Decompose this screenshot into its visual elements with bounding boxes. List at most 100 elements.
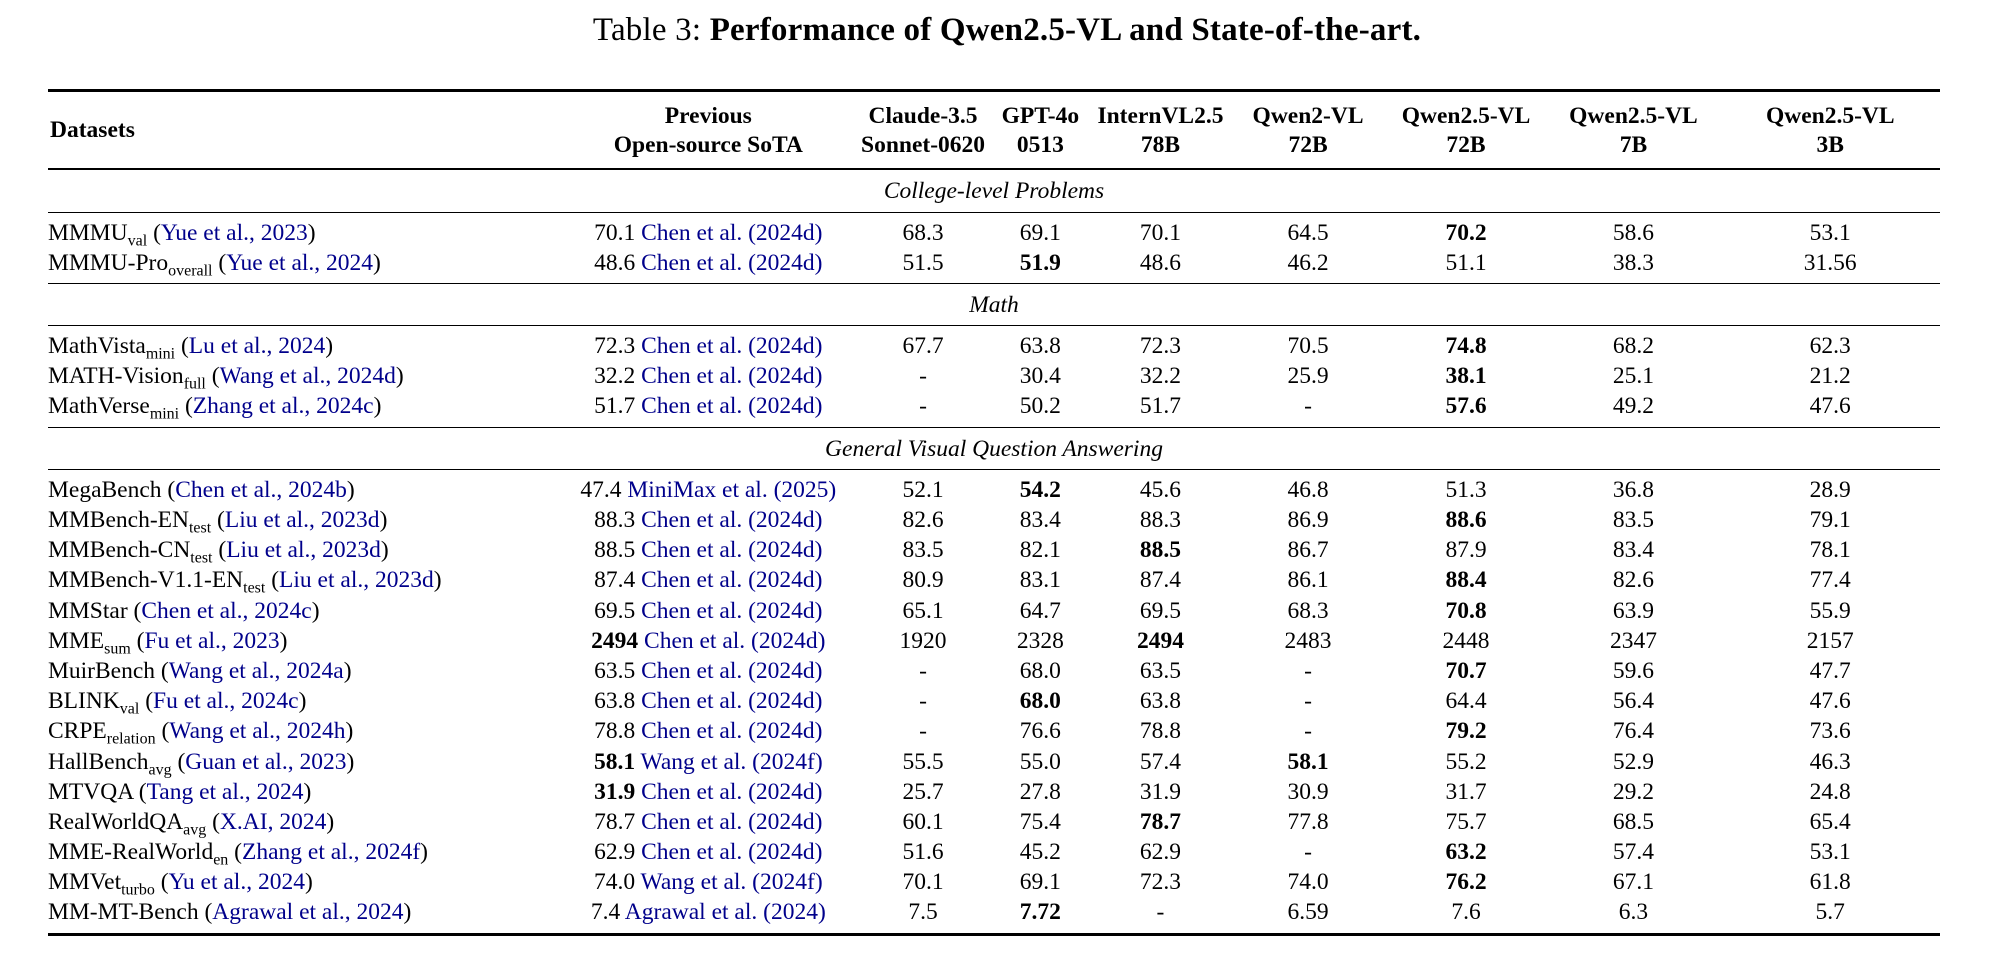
metric-value: 2347 [1609,627,1657,654]
dataset-citation-link[interactable]: Wang et al., 2024a [168,657,344,684]
dataset-name: MMBench-EN [48,507,189,533]
dataset-citation-link[interactable]: Chen et al., 2024b [175,476,347,503]
metric-value: 68.2 [1612,333,1655,360]
dataset-name: MTVQA [48,778,133,805]
sota-citation-link[interactable]: Chen et al. (2024d) [641,597,823,624]
sota-citation-link[interactable]: Chen et al. (2024d) [641,363,823,390]
dataset-name: MATH-Vision [48,363,184,390]
dataset-citation-link[interactable]: Chen et al., 2024c [141,597,312,624]
dataset-name: MMMU-Pro [48,249,169,276]
dataset-cell: RealWorldQAavg (X.AI, 2024) [48,808,335,839]
sota-citation-link[interactable]: Chen et al. (2024d) [641,778,823,805]
sota-value: 88.5 [594,537,636,564]
dataset-cell: MMMUval (Yue et al., 2023) [48,219,316,250]
metric-value: 64.7 [1019,597,1061,624]
table-row: CRPErelation (Wang et al., 2024h) 78.8 Ch… [48,716,1940,747]
metric-value: 25.9 [1287,363,1329,390]
dataset-citation-link[interactable]: Guan et al., 2023 [185,748,347,775]
dataset-cell: MathVersemini (Zhang et al., 2024c) [48,393,382,424]
sota-value: 2494 [591,627,639,654]
metric-value: 86.9 [1287,507,1329,533]
dataset-citation-link[interactable]: Tang et al., 2024 [146,778,304,805]
sota-citation-link[interactable]: Chen et al. (2024d) [641,808,823,835]
section-row: Math [48,282,1940,327]
metric-value: 76.2 [1445,869,1487,896]
table-row: HallBenchavg (Guan et al., 2023) 58.1 Wan… [48,747,1940,778]
table-row: RealWorldQAavg (X.AI, 2024) 78.7 Chen et … [48,807,1940,839]
metric-value: 59.6 [1612,657,1655,684]
dataset-citation-link[interactable]: Zhang et al., 2024f [241,839,421,866]
metric-value: 7.6 [1451,899,1481,926]
metric-value: 36.8 [1612,476,1655,503]
sota-citation-link[interactable]: Chen et al. (2024d) [641,688,823,715]
sota-value: 78.7 [594,808,636,835]
metric-value: 55.9 [1809,597,1851,624]
sota-cell: 69.5 Chen et al. (2024d) [561,596,856,626]
metric-value: 31.56 [1803,249,1857,276]
sota-citation-link[interactable]: Chen et al. (2024d) [641,219,823,246]
sota-citation-link[interactable]: Wang et al. (2024f) [640,869,823,896]
sota-citation-link[interactable]: MiniMax et al. (2025) [627,476,837,503]
dataset-cell: MMMU-Prooverall (Yue et al., 2024) [48,249,381,280]
dataset-cell: MME-RealWorlden (Zhang et al., 2024f) [48,839,428,869]
dataset-citation-link[interactable]: Lu et al., 2024 [188,333,326,360]
sota-cell: 87.4 Chen et al. (2024d) [561,565,856,595]
metric-value: 74.8 [1445,333,1487,360]
metric-value: 55.0 [1019,748,1061,775]
dataset-name: MME [48,627,105,654]
sota-cell: 51.7 Chen et al. (2024d) [561,391,856,427]
sota-citation-link[interactable]: Chen et al. (2024d) [641,507,823,533]
dataset-citation-link[interactable]: Yue et al., 2023 [160,219,308,246]
dataset-citation-link[interactable]: Yu et al., 2024 [168,869,305,896]
sota-citation-link[interactable]: Chen et al. (2024d) [641,718,823,745]
section-header: General Visual Question Answering [48,426,1940,470]
sota-value: 51.7 [594,393,636,420]
metric-value: 29.2 [1612,778,1655,805]
sota-citation-link[interactable]: Wang et al. (2024f) [640,748,823,775]
metric-value: - [919,688,927,715]
table-row: MMEsum (Fu et al., 2023) 2494 Chen et al.… [48,626,1940,657]
metric-value: 47.7 [1809,657,1851,684]
sota-citation-link[interactable]: Chen et al. (2024d) [641,249,823,276]
dataset-citation-link[interactable]: Fu et al., 2023 [144,627,280,654]
sota-citation-link[interactable]: Chen et al. (2024d) [641,839,823,866]
dataset-cell: MTVQA (Tang et al., 2024) [48,778,312,805]
dataset-subscript: val [127,232,148,250]
metric-value: 50.2 [1019,393,1061,420]
sota-citation-link[interactable]: Chen et al. (2024d) [644,627,826,654]
dataset-citation-link[interactable]: Liu et al., 2023d [224,507,380,533]
dataset-citation-link[interactable]: Agrawal et al., 2024 [212,899,404,926]
sota-citation-link[interactable]: Chen et al. (2024d) [641,333,823,360]
metric-value: 25.1 [1612,363,1655,390]
metric-value: 52.1 [902,476,944,503]
dataset-cell: MMBench-ENtest (Liu et al., 2023d) [48,507,388,537]
dataset-citation-link[interactable]: Yue et al., 2024 [226,249,374,276]
sota-citation-link[interactable]: Chen et al. (2024d) [641,657,823,684]
dataset-citation-link[interactable]: Zhang et al., 2024c [192,393,374,420]
dataset-citation-link[interactable]: Wang et al., 2024d [219,363,396,390]
sota-citation-link[interactable]: Chen et al. (2024d) [641,393,823,420]
metric-value: 83.5 [902,537,944,564]
metric-value: - [919,718,927,745]
metric-value: 2448 [1442,627,1490,654]
dataset-citation-link[interactable]: X.AI, 2024 [219,808,327,835]
metric-value: 2328 [1016,627,1064,654]
sota-citation-link[interactable]: Chen et al. (2024d) [641,567,823,594]
metric-value: - [1304,718,1312,745]
sota-cell: 32.2 Chen et al. (2024d) [561,361,856,391]
dataset-citation-link[interactable]: Liu et al., 2023d [226,537,381,564]
dataset-citation-link[interactable]: Liu et al., 2023d [279,567,434,594]
metric-value: 51.6 [902,839,944,866]
col-header-qwen2-5-vl-7b: Qwen2.5-VL 7B [1546,90,1721,171]
sota-value: 63.5 [594,657,636,684]
dataset-name: BLINK [48,688,120,715]
sota-citation-link[interactable]: Chen et al. (2024d) [641,537,823,564]
caption-prefix: Table 3: [592,12,710,48]
metric-value: - [1156,899,1165,926]
dataset-name: MMMU [48,219,128,246]
dataset-citation-link[interactable]: Wang et al., 2024h [169,718,346,745]
sota-value: 78.8 [594,718,636,745]
dataset-cell: MATH-Visionfull (Wang et al., 2024d) [48,363,404,393]
dataset-citation-link[interactable]: Fu et al., 2024c [153,688,299,715]
sota-citation-link[interactable]: Agrawal et al. (2024) [624,899,826,926]
